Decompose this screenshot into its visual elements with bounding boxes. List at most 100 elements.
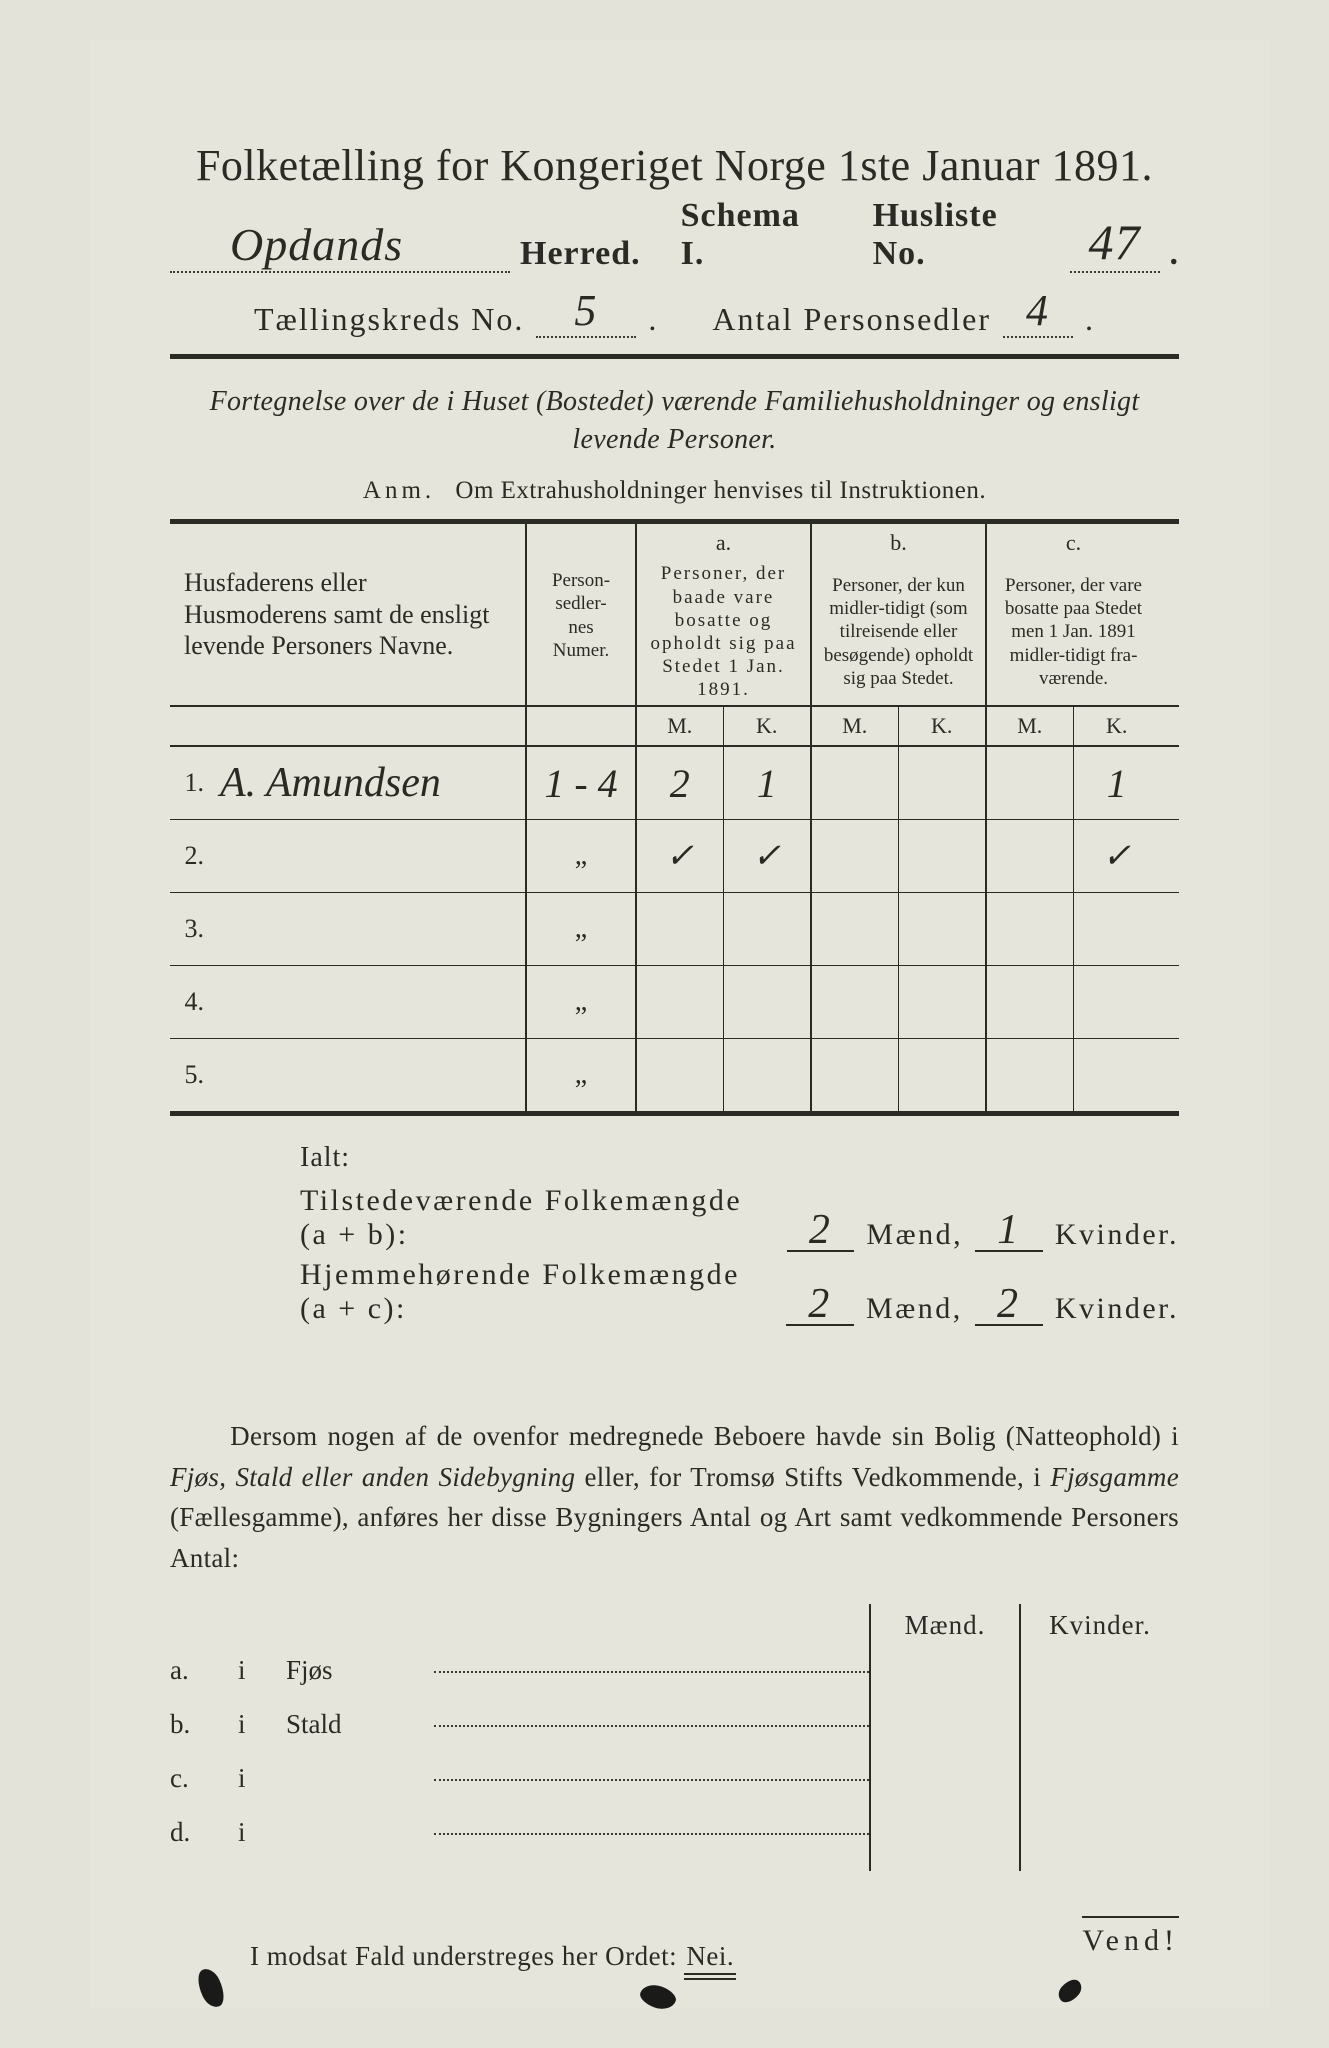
lower-kvinder-head: Kvinder. <box>1019 1604 1179 1655</box>
col-b-k: K. <box>898 707 986 745</box>
header-line-2: Tællingskreds No. 5 . Antal Personsedler… <box>170 285 1179 338</box>
nei-word: Nei. <box>684 1941 736 1975</box>
lower-paragraph: Dersom nogen af de ovenfor medregnede Be… <box>170 1416 1179 1578</box>
herred-label: Herred. <box>520 235 641 273</box>
col-names-text: Husfaderens eller Husmoderens samt de en… <box>184 567 511 662</box>
cell-a-k <box>723 966 811 1038</box>
husliste-field: 47 <box>1070 213 1160 273</box>
cat-name: Fjøs <box>286 1655 406 1686</box>
category-rows: a. i Fjøs b. i Stald c. i d. i <box>170 1655 869 1871</box>
row-num: 3. <box>170 893 210 965</box>
cell-b-m <box>810 1039 898 1111</box>
table-row: 4.„ <box>170 966 1179 1039</box>
dot: . <box>648 301 658 338</box>
table-row: 2.„✓✓✓ <box>170 820 1179 893</box>
row-nums: „ <box>525 1039 635 1111</box>
cat-letter: a. <box>170 1655 210 1686</box>
cat-name: Stald <box>286 1709 406 1740</box>
row-nums: „ <box>525 966 635 1038</box>
kreds-field: 5 <box>536 285 636 338</box>
col-c-m: M. <box>985 707 1073 745</box>
col-nums: Person- sedler- nes Numer. <box>525 524 635 706</box>
anm-text: Om Extrahusholdninger henvises til Instr… <box>455 477 986 504</box>
antal-field: 4 <box>1003 285 1073 338</box>
nei-line: I modsat Fald understreges her Ordet: Ne… <box>170 1941 1179 1972</box>
cell-c-m <box>985 1039 1073 1111</box>
row-num: 1. <box>170 747 210 819</box>
kvinder-label: Kvinder. <box>1055 1292 1179 1326</box>
cat-i: i <box>238 1817 258 1848</box>
cell-b-k <box>898 966 986 1038</box>
cell-a-k: ✓ <box>723 820 811 892</box>
kreds-handwritten: 5 <box>574 286 598 335</box>
cat-letter: c. <box>170 1763 210 1794</box>
cell-b-k <box>898 820 986 892</box>
col-b-text: Personer, der kun midler-tidigt (som til… <box>820 574 977 690</box>
cell-c-k: ✓ <box>1073 820 1161 892</box>
husliste-label: Husliste No. <box>873 197 1060 273</box>
cat-i: i <box>238 1709 258 1740</box>
col-a-tag: a. <box>645 530 802 557</box>
col-a-text: Personer, der baade vare bosatte og opho… <box>645 562 802 701</box>
table-subheader: M. K. M. K. M. K. <box>170 707 1179 747</box>
header-line-1: Opdands Herred. Schema I. Husliste No. 4… <box>170 197 1179 273</box>
cell-a-m: 2 <box>635 747 723 819</box>
cell-a-m <box>635 893 723 965</box>
sum2-k-hw: 2 <box>997 1281 1021 1327</box>
col-names: Husfaderens eller Husmoderens samt de en… <box>170 524 525 706</box>
antal-label: Antal Personsedler <box>712 301 991 338</box>
anm-line: Anm. Om Extrahusholdninger henvises til … <box>170 477 1179 505</box>
herred-field: Opdands <box>170 218 510 273</box>
row-name <box>210 893 525 965</box>
vend-label: Vend! <box>1082 1916 1179 1958</box>
col-b: b. Personer, der kun midler-tidigt (som … <box>810 524 985 706</box>
row-name <box>210 966 525 1038</box>
cell-c-k <box>1073 893 1161 965</box>
maend-label: Mænd, <box>866 1292 963 1326</box>
cell-c-m <box>985 747 1073 819</box>
row-name: A. Amundsen <box>210 747 525 819</box>
cell-b-m <box>810 747 898 819</box>
col-c-k: K. <box>1073 707 1161 745</box>
cell-a-k <box>723 893 811 965</box>
blank <box>170 1604 869 1655</box>
sum1-m-field: 2 <box>787 1202 855 1252</box>
category-row: a. i Fjøs <box>170 1655 869 1709</box>
row-num: 2. <box>170 820 210 892</box>
cat-i: i <box>238 1763 258 1794</box>
kvinder-label: Kvinder. <box>1055 1218 1179 1252</box>
table-row: 1.A. Amundsen1 - 4211 <box>170 747 1179 820</box>
table-body: 1.A. Amundsen1 - 42112.„✓✓✓3.„4.„5.„ <box>170 747 1179 1111</box>
sum1-k-hw: 1 <box>997 1207 1021 1253</box>
col-a-m: M. <box>635 707 723 745</box>
cell-a-k <box>723 1039 811 1111</box>
ialt-label: Ialt: <box>300 1142 1179 1174</box>
col-nums-text: Person- sedler- nes Numer. <box>535 530 627 702</box>
cell-a-k: 1 <box>723 747 811 819</box>
cat-i: i <box>238 1655 258 1686</box>
category-row: c. i <box>170 1763 869 1817</box>
cell-b-m <box>810 820 898 892</box>
cat-dots <box>434 1832 869 1835</box>
cell-c-m <box>985 966 1073 1038</box>
table-row: 5.„ <box>170 1039 1179 1111</box>
cell-c-k: 1 <box>1073 747 1161 819</box>
lower-grid: Mænd. Kvinder. a. i Fjøs b. i Stald c. i d. i <box>170 1604 1179 1871</box>
sum-row-2: Hjemmehørende Folkemængde (a + c): 2 Mæn… <box>300 1258 1179 1326</box>
sum1-label: Tilstedeværende Folkemængde (a + b): <box>300 1184 775 1252</box>
row-nums: 1 - 4 <box>525 747 635 819</box>
col-b-m: M. <box>810 707 898 745</box>
sum2-m-field: 2 <box>786 1276 854 1326</box>
rule <box>170 354 1179 359</box>
col-b-tag: b. <box>820 530 977 557</box>
sum2-m-hw: 2 <box>808 1281 832 1327</box>
col-a: a. Personer, der baade vare bosatte og o… <box>635 524 810 706</box>
sum1-m-hw: 2 <box>809 1207 833 1253</box>
cell-b-k <box>898 1039 986 1111</box>
cell-a-m <box>635 1039 723 1111</box>
lower-maend-head: Mænd. <box>869 1604 1019 1655</box>
main-table: Husfaderens eller Husmoderens samt de en… <box>170 519 1179 1117</box>
cat-letter: d. <box>170 1817 210 1848</box>
cat-letter: b. <box>170 1709 210 1740</box>
row-nums: „ <box>525 893 635 965</box>
